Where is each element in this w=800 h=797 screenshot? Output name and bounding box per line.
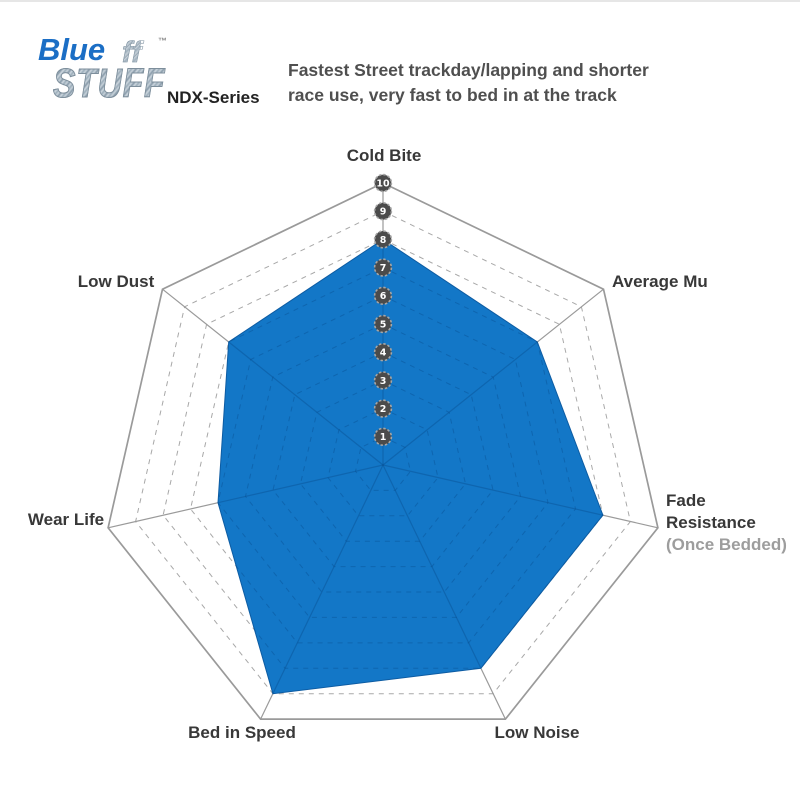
scale-badge-circle <box>373 427 393 446</box>
scale-badge-circle <box>373 314 393 334</box>
radar-spoke <box>382 288 604 466</box>
axis-label-fade-line1: Fade <box>666 491 706 510</box>
scale-badge-label: 4 <box>380 348 387 359</box>
radar-ring <box>189 267 577 644</box>
radar-ring <box>217 295 549 618</box>
bluestuff-logo: Blue ff ™ STUFF <box>36 30 276 120</box>
header-line-2: race use, very fast to bed in at the tra… <box>288 85 617 105</box>
radar-ring <box>218 267 577 644</box>
scale-badge-label: 6 <box>380 291 387 302</box>
radar-ring <box>354 436 412 491</box>
scale-badges: 10 9 8 7 6 5 4 3 2 1 <box>373 173 393 446</box>
scale-badge-label: 3 <box>380 376 387 387</box>
radar-ring <box>299 379 467 542</box>
axis-label-fade-line2: Resistance <box>666 513 756 532</box>
radar-ring <box>162 238 604 669</box>
scale-badge-circle <box>373 173 393 193</box>
radar-ring <box>272 351 494 568</box>
radar-ring <box>299 379 467 542</box>
radar-data-polygon <box>217 238 604 695</box>
axis-label-bed-in-speed: Bed in Speed <box>188 723 296 742</box>
axis-label-fade-line3: (Once Bedded) <box>666 535 787 554</box>
scale-badge-circle <box>373 399 393 418</box>
radar-ring <box>244 323 522 593</box>
logo-word-ff: ff <box>122 36 142 70</box>
radar-spoke <box>382 464 659 529</box>
logo-word-blue: Blue <box>38 32 106 67</box>
radar-ring <box>218 239 603 669</box>
radar-grid-inner <box>218 239 603 694</box>
axis-label-cold-bite: Cold Bite <box>346 146 422 165</box>
page-top-edge <box>0 0 800 2</box>
axis-label-average-mu: Average Mu <box>612 272 708 291</box>
scale-badge-circle <box>373 371 393 390</box>
radar-ring <box>218 239 603 694</box>
radar-spoke <box>218 464 384 529</box>
logo-word-stuff: STUFF <box>53 60 166 107</box>
scale-badge-circle <box>373 202 393 221</box>
radar-ring <box>218 295 549 618</box>
radar-spoke <box>382 464 506 720</box>
radar-outer-ring <box>218 239 603 694</box>
radar-spoke <box>260 464 384 694</box>
radar-spoke <box>218 288 384 466</box>
radar-spoke <box>382 464 603 529</box>
radar-ring <box>354 436 412 491</box>
radar-spoke <box>107 464 384 529</box>
scale-badge-label: 1 <box>380 432 387 443</box>
scale-badge-label: 9 <box>380 207 387 218</box>
scale-badge-label: 10 <box>376 178 390 189</box>
radar-ring <box>327 408 439 517</box>
scale-badge-label: 5 <box>380 319 387 330</box>
axis-label-fade-resistance: Fade Resistance (Once Bedded) <box>666 490 787 556</box>
radar-spoke <box>382 288 603 466</box>
header-line-1: Fastest Street trackday/lapping and shor… <box>288 60 649 80</box>
radar-outer-ring <box>107 182 659 720</box>
axis-label-wear-life: Wear Life <box>27 510 105 529</box>
axis-label-low-noise: Low Noise <box>494 723 580 742</box>
series-label: NDX-Series <box>167 88 260 107</box>
trademark-symbol: ™ <box>158 36 167 46</box>
scale-badge-circle <box>373 343 393 362</box>
radar-ring <box>327 408 439 517</box>
radar-ring <box>272 351 494 568</box>
scale-badge-label: 8 <box>380 235 387 246</box>
axis-label-low-dust: Low Dust <box>77 272 155 291</box>
header-blurb: Fastest Street trackday/lapping and shor… <box>288 58 649 108</box>
radar-ring <box>135 210 631 695</box>
scale-badge-circle <box>373 286 393 305</box>
scale-badge-circle <box>373 230 393 249</box>
scale-badge-circle <box>373 258 393 277</box>
radar-spoke <box>382 464 506 694</box>
radar-ring <box>244 323 522 593</box>
scale-badge-label: 7 <box>380 263 387 274</box>
radar-grid <box>107 182 659 720</box>
scale-badge-label: 2 <box>380 404 387 415</box>
radar-spoke <box>162 288 384 466</box>
radar-spoke <box>260 464 384 720</box>
